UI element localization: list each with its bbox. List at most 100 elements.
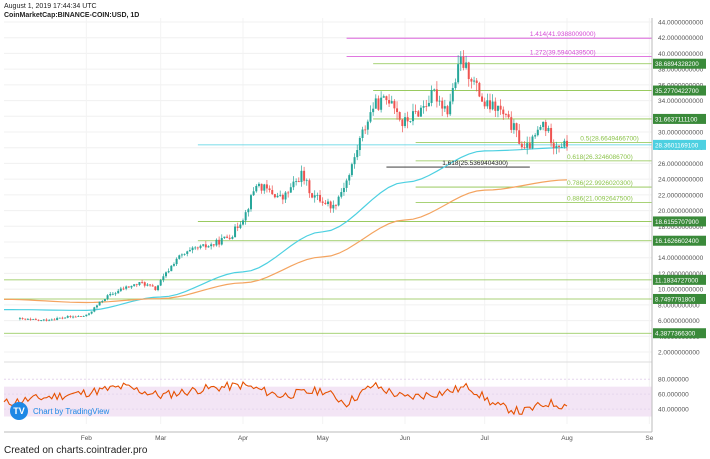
candle-body	[255, 185, 258, 192]
candle-body	[380, 97, 383, 110]
price-tick-label: 20.0000000000	[658, 208, 704, 215]
price-tick-label: 8.0000000000	[658, 302, 700, 309]
candle-body	[382, 96, 385, 98]
candle-body	[531, 136, 534, 149]
candle-body	[188, 250, 191, 252]
candle-body	[236, 226, 239, 228]
candle-body	[287, 192, 290, 194]
candle-body	[45, 319, 48, 321]
candle-body	[358, 138, 361, 151]
candle-body	[93, 307, 96, 312]
fib-retracement-label: 0.5(28.6649466700)	[580, 135, 639, 142]
candle-body	[443, 106, 446, 109]
candle-body	[462, 56, 465, 68]
candle-body	[53, 319, 56, 321]
candle-body	[321, 201, 324, 203]
candle-body	[244, 212, 247, 221]
candle-body	[117, 290, 120, 294]
header-datetime: August 1, 2019 17:44:34 UTC	[4, 3, 97, 10]
candle-body	[138, 282, 141, 285]
candle-body	[390, 101, 393, 104]
rsi-line	[3, 380, 568, 416]
candle-body	[454, 82, 457, 88]
candle-body	[207, 246, 210, 248]
candle-body	[478, 82, 481, 97]
candle-body	[106, 295, 109, 300]
candle-body	[215, 239, 218, 246]
candle-body	[40, 320, 43, 321]
candle-body	[404, 117, 407, 127]
candle-body	[82, 316, 85, 317]
candle-body	[90, 311, 93, 314]
candle-body	[220, 238, 223, 245]
candle-body	[186, 251, 189, 254]
candle-body	[544, 121, 547, 132]
candle-body	[143, 282, 146, 286]
candle-body	[21, 318, 24, 320]
candle-body	[194, 247, 197, 249]
candle-body	[356, 150, 359, 158]
candle-body	[223, 236, 226, 239]
candle-body	[507, 114, 510, 118]
candle-body	[204, 244, 207, 248]
candle-body	[305, 180, 308, 182]
candle-body	[85, 314, 88, 317]
price-tick-label: 40.0000000000	[658, 51, 704, 58]
candle-body	[69, 316, 72, 317]
candle-body	[48, 320, 51, 322]
candle-body	[555, 145, 558, 149]
candle-body	[372, 108, 375, 113]
candle-body	[425, 106, 428, 107]
candle-body	[289, 187, 292, 193]
candle-body	[446, 106, 449, 115]
price-tick-label: 34.0000000000	[658, 98, 704, 105]
candle-body	[552, 143, 555, 149]
candle-body	[80, 316, 83, 317]
candle-body	[486, 100, 489, 107]
candle-body	[56, 318, 59, 320]
candle-body	[329, 201, 332, 209]
candle-body	[295, 181, 298, 182]
fib-extension-label: 1.414(41.9388009000)	[530, 31, 596, 38]
candle-body	[74, 316, 77, 318]
candle-body	[422, 106, 425, 108]
price-tick-label: 42.0000000000	[658, 35, 704, 42]
candle-body	[37, 319, 40, 321]
candle-body	[334, 204, 337, 206]
candle-body	[111, 293, 114, 295]
candle-body	[32, 319, 35, 320]
candle-body	[26, 319, 29, 320]
tradingview-badge[interactable]: TV Chart by TradingView	[10, 402, 109, 420]
candle-body	[180, 254, 183, 256]
candle-body	[103, 299, 106, 302]
time-tick-label: Jul	[481, 435, 490, 442]
candle-body	[353, 157, 356, 165]
price-gridlines	[4, 18, 652, 424]
candle-body	[311, 193, 314, 198]
candle-body	[228, 237, 231, 239]
candle-body	[260, 183, 263, 191]
candle-body	[157, 285, 160, 291]
candle-body	[558, 145, 561, 147]
candle-body	[135, 284, 138, 286]
price-level-text: 16.1626602400	[655, 238, 699, 245]
tradingview-logo-icon: TV	[10, 402, 28, 420]
candle-body	[231, 237, 234, 239]
candle-body	[50, 319, 53, 321]
price-level-tag	[653, 113, 706, 124]
time-tick-label: Apr	[238, 435, 249, 442]
rsi-panel	[3, 378, 652, 417]
candle-body	[125, 286, 128, 289]
candle-body	[512, 123, 515, 130]
price-level-tag	[653, 328, 706, 339]
candle-body	[560, 146, 563, 148]
candle-body	[449, 101, 452, 115]
footer-credit: Created on charts.cointrader.pro	[4, 445, 148, 456]
candle-body	[268, 188, 271, 191]
time-axis: Feb Mar Apr May Jun Jul Aug Se	[4, 431, 654, 442]
candle-body	[393, 101, 396, 109]
price-level-text: 8.7497791800	[655, 296, 696, 303]
price-tick-label: 44.0000000000	[658, 20, 704, 27]
candle-body	[542, 121, 545, 127]
